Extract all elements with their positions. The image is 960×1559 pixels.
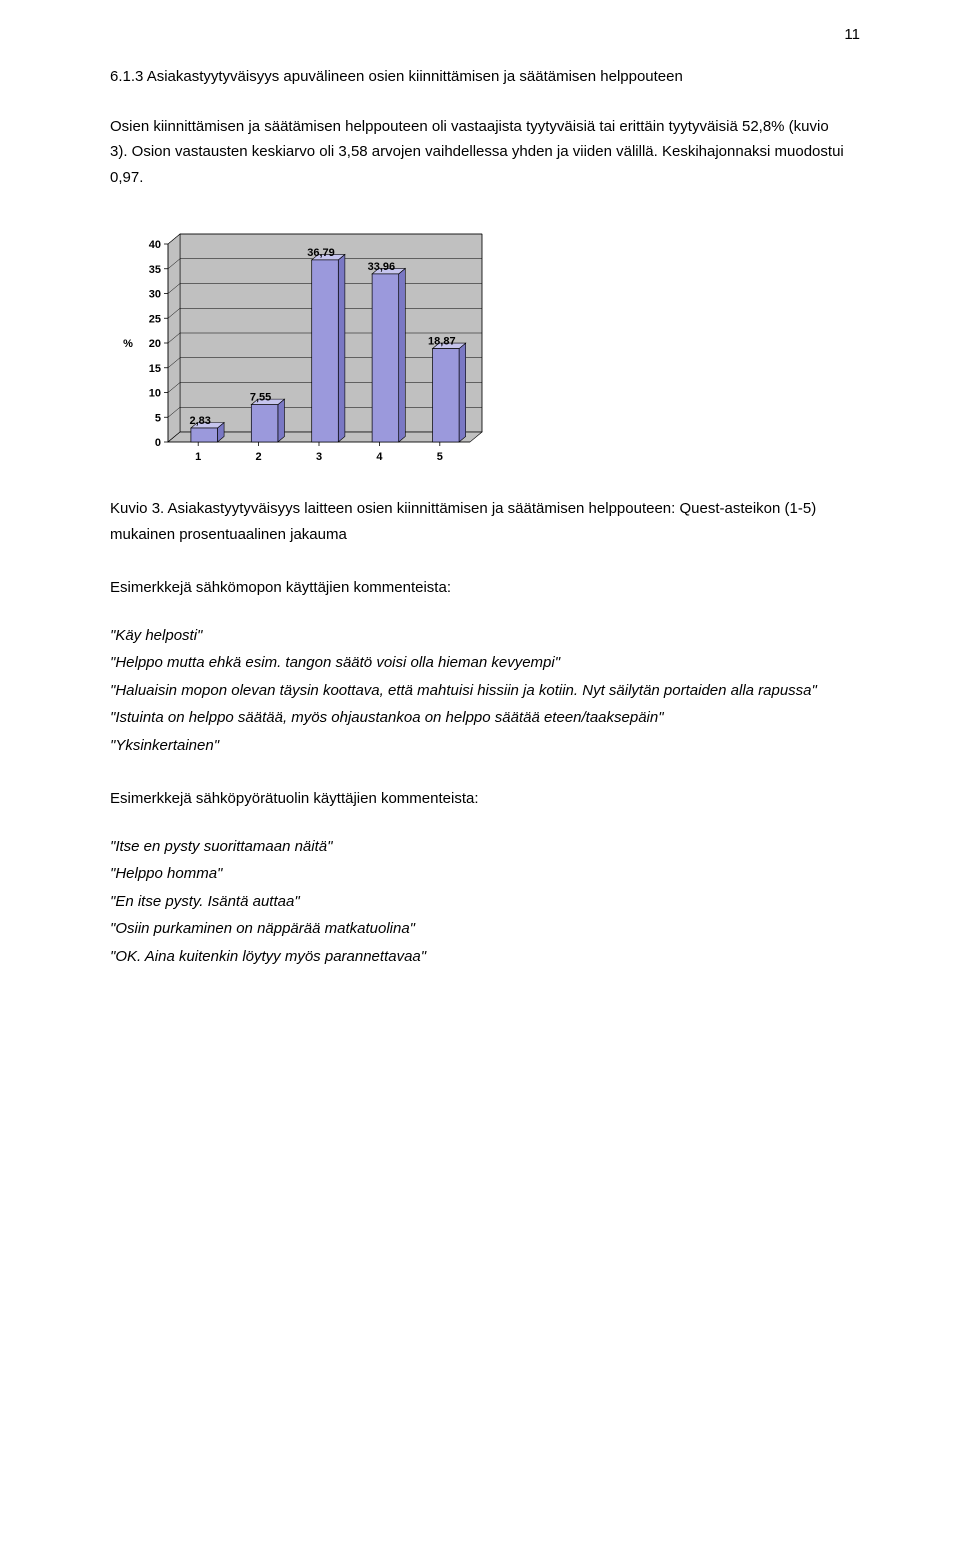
quote-item: "Itse en pysty suorittamaan näitä" — [110, 834, 850, 860]
page-number: 11 — [844, 26, 860, 43]
quote-item: "Yksinkertainen" — [110, 733, 850, 759]
section-heading: 6.1.3 Asiakastyytyväisyys apuvälineen os… — [110, 64, 850, 90]
quote-item: "OK. Aina kuitenkin löytyy myös parannet… — [110, 944, 850, 970]
comments-heading-wheelchair: Esimerkkejä sähköpyörätuolin käyttäjien … — [110, 786, 850, 812]
svg-text:35: 35 — [149, 264, 161, 276]
quote-item: "Osiin purkaminen on näppärää matkatuoli… — [110, 916, 850, 942]
svg-text:25: 25 — [149, 313, 161, 325]
quote-item: "Helppo mutta ehkä esim. tangon säätö vo… — [110, 650, 850, 676]
quote-item: "Käy helposti" — [110, 623, 850, 649]
quote-list-wheelchair: "Itse en pysty suorittamaan näitä""Helpp… — [110, 834, 850, 970]
quote-item: "Helppo homma" — [110, 861, 850, 887]
svg-text:1: 1 — [195, 451, 201, 463]
svg-text:20: 20 — [149, 338, 161, 350]
bar-chart-container: 0 5 10 15 20 25 30 35 40% 2,83 1 7,55 2 36,79 3 33,96 4 1… — [110, 226, 510, 476]
svg-text:%: % — [123, 338, 133, 350]
svg-text:15: 15 — [149, 363, 161, 375]
quote-item: "En itse pysty. Isäntä auttaa" — [110, 889, 850, 915]
svg-text:30: 30 — [149, 289, 161, 301]
svg-text:2,83: 2,83 — [189, 415, 210, 427]
bar-chart: 0 5 10 15 20 25 30 35 40% 2,83 1 7,55 2 36,79 3 33,96 4 1… — [110, 226, 510, 476]
svg-text:5: 5 — [155, 412, 161, 424]
quote-list-mopo: "Käy helposti""Helppo mutta ehkä esim. t… — [110, 623, 850, 759]
svg-text:7,55: 7,55 — [250, 392, 271, 404]
svg-text:36,79: 36,79 — [307, 247, 335, 259]
svg-text:0: 0 — [155, 437, 161, 449]
svg-text:2: 2 — [256, 451, 262, 463]
figure-caption: Kuvio 3. Asiakastyytyväisyys laitteen os… — [110, 496, 850, 547]
svg-text:5: 5 — [437, 451, 443, 463]
svg-text:10: 10 — [149, 388, 161, 400]
comments-heading-mopo: Esimerkkejä sähkömopon käyttäjien kommen… — [110, 575, 850, 601]
svg-text:33,96: 33,96 — [368, 261, 396, 273]
document-page: 11 6.1.3 Asiakastyytyväisyys apuvälineen… — [0, 0, 960, 1559]
svg-text:18,87: 18,87 — [428, 336, 456, 348]
svg-text:40: 40 — [149, 239, 161, 251]
svg-text:3: 3 — [316, 451, 322, 463]
svg-text:4: 4 — [376, 451, 383, 463]
quote-item: "Haluaisin mopon olevan täysin koottava,… — [110, 678, 850, 704]
quote-item: "Istuinta on helppo säätää, myös ohjaust… — [110, 705, 850, 731]
intro-paragraph: Osien kiinnittämisen ja säätämisen helpp… — [110, 114, 850, 191]
